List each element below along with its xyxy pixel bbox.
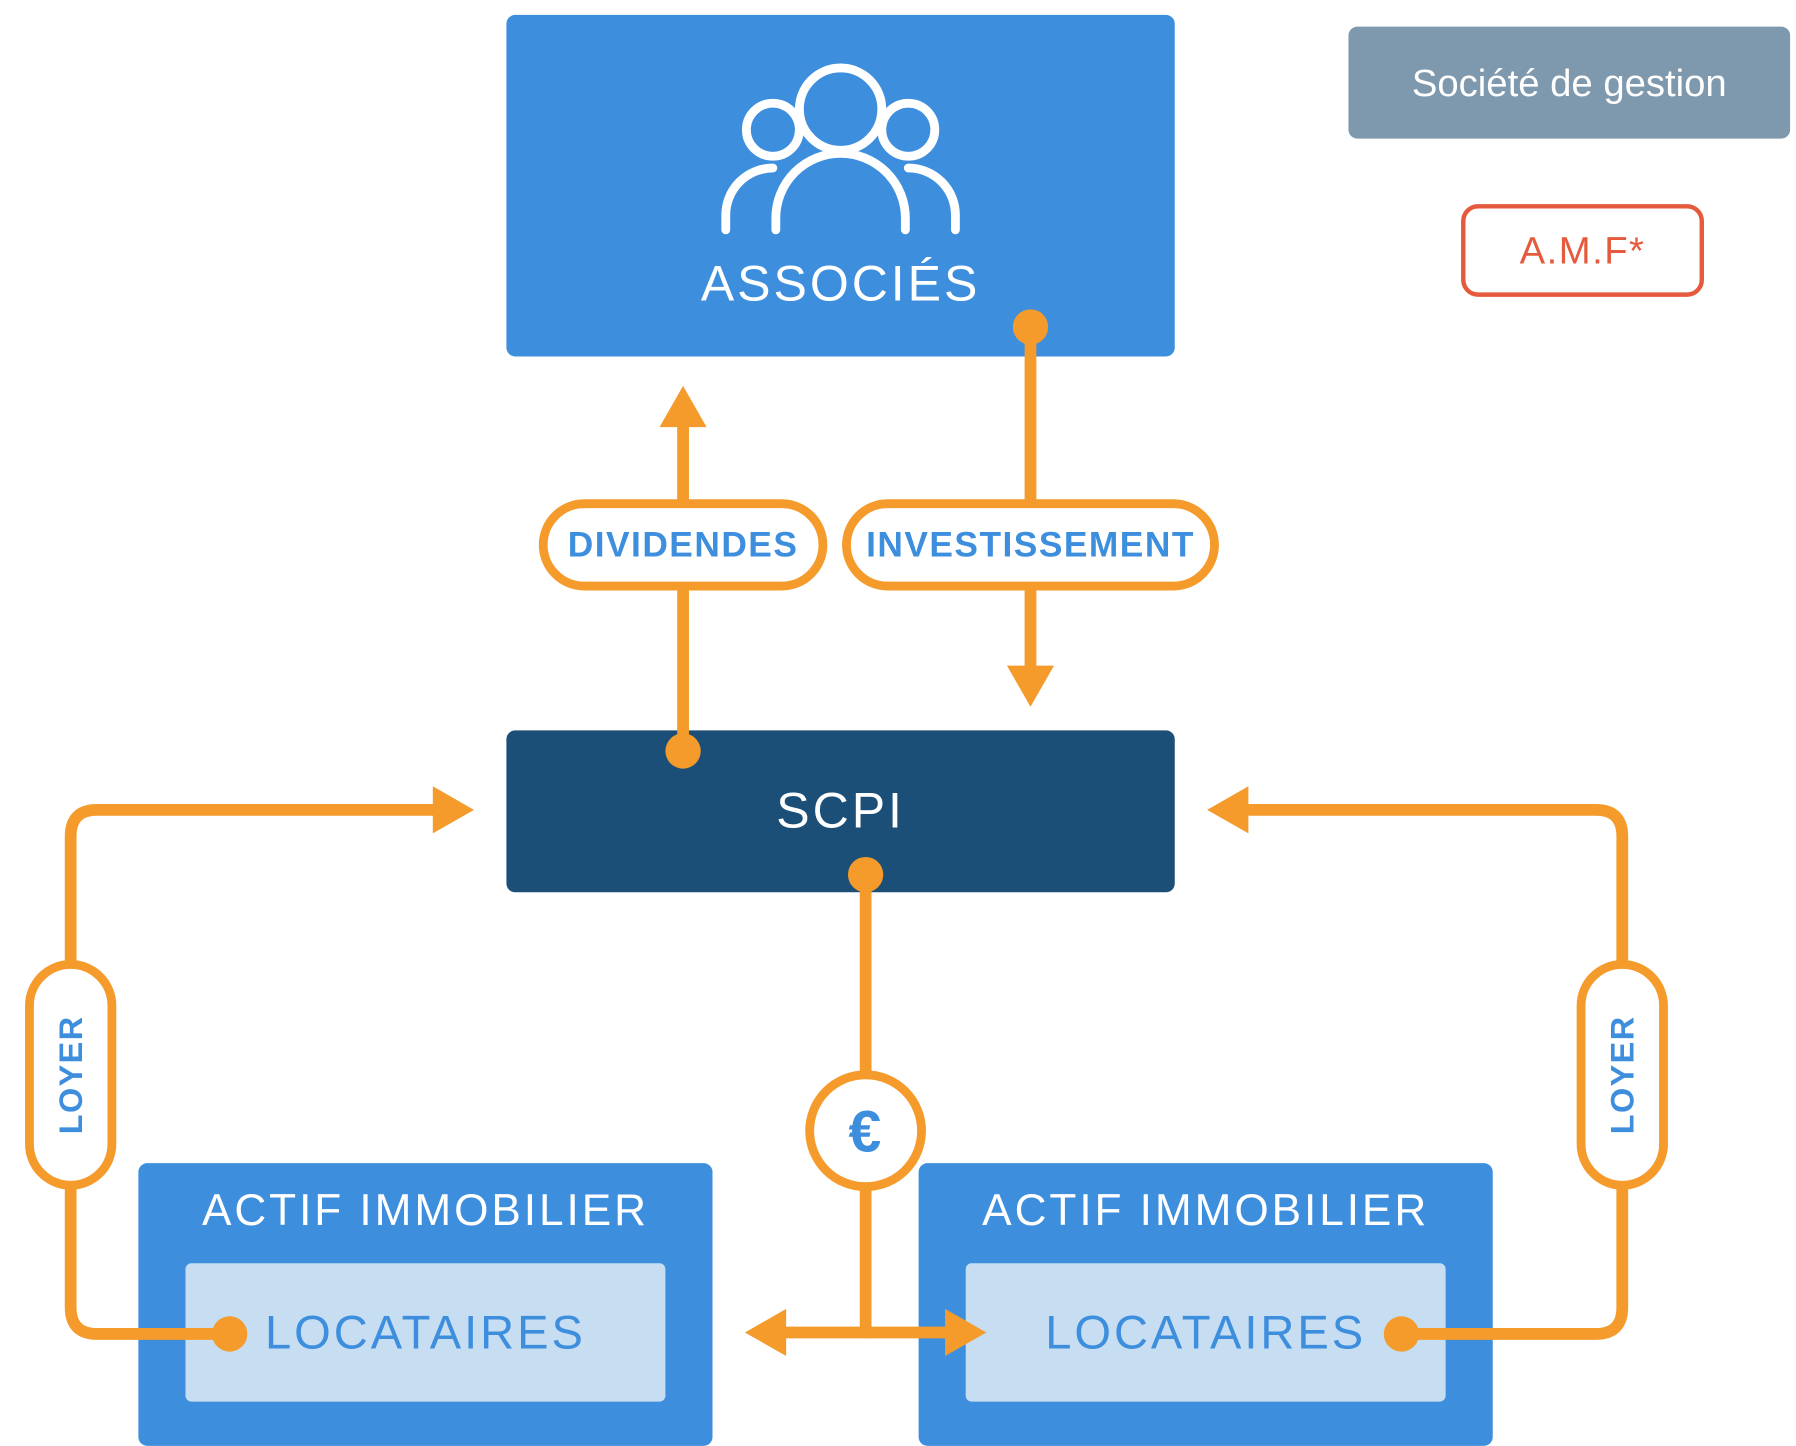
pill-loyer-right-label: LOYER [1605, 1015, 1641, 1134]
connector-dot [848, 857, 883, 892]
actif-left-label: ACTIF IMMOBILIER [202, 1186, 649, 1235]
arrow-head [1207, 786, 1248, 833]
locataires-left-label: LOCATAIRES [265, 1306, 586, 1359]
euro-label: € [849, 1099, 883, 1164]
scpi-label: SCPI [776, 783, 905, 839]
connector-dot [1013, 309, 1048, 344]
actif-right-label: ACTIF IMMOBILIER [982, 1186, 1429, 1235]
legend-amf-label: A.M.F* [1520, 230, 1646, 273]
associes-label: ASSOCIÉS [701, 255, 980, 311]
connector-dot [212, 1316, 247, 1351]
arrow-head [433, 786, 474, 833]
pill-dividendes-label: DIVIDENDES [568, 526, 799, 565]
arrow-head [660, 386, 707, 427]
connector-dot [665, 733, 700, 768]
arrow-head [745, 1309, 786, 1356]
arrow-head [1007, 666, 1054, 707]
locataires-right-label: LOCATAIRES [1045, 1306, 1366, 1359]
legend-societe-label: Société de gestion [1412, 62, 1727, 105]
connector-dot [1384, 1316, 1419, 1351]
pill-loyer-left-label: LOYER [53, 1015, 89, 1134]
pill-investissement-label: INVESTISSEMENT [866, 526, 1195, 565]
